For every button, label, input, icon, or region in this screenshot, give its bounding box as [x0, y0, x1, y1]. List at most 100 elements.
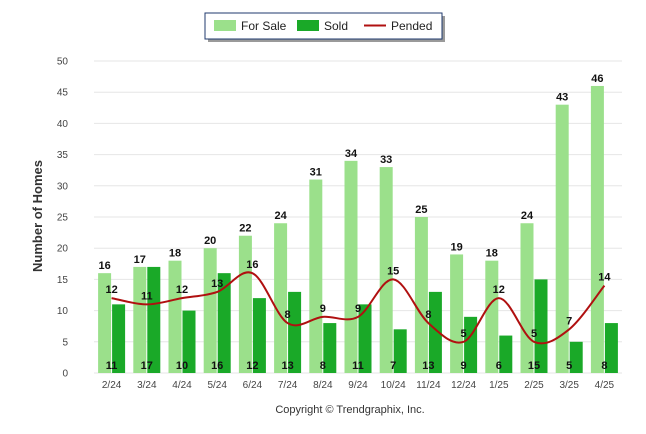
y-tick-label: 20	[57, 244, 69, 255]
x-tick-label: 2/24	[102, 380, 122, 391]
for-sale-value-label: 43	[556, 92, 568, 104]
bar-for-sale	[555, 104, 569, 374]
x-tick-label: 6/24	[243, 380, 263, 391]
sold-value-label: 6	[496, 360, 502, 372]
bar-for-sale	[485, 260, 499, 373]
bar-sold	[112, 304, 126, 373]
axis-layer: 0 5 10 15 20 25 30 35 40 45 50 2/24 3/24 4/24 5/24 6/24…	[57, 57, 615, 392]
legend-label-for-sale: For Sale	[241, 19, 287, 33]
pended-value-label: 12	[493, 284, 505, 296]
x-tick-label: 4/25	[595, 380, 615, 391]
for-sale-value-label: 18	[486, 248, 498, 260]
sold-value-label: 17	[141, 360, 153, 372]
for-sale-value-label: 16	[98, 260, 110, 272]
legend-box	[204, 12, 443, 40]
pended-value-label: 14	[598, 272, 611, 284]
legend-swatch-for-sale	[214, 20, 236, 31]
for-sale-value-label: 46	[591, 73, 603, 85]
pended-line-layer	[111, 271, 606, 345]
copyright-footer: Copyright © Trendgraphix, Inc.	[275, 404, 424, 416]
bars-layer	[98, 85, 618, 374]
y-tick-label: 25	[57, 213, 69, 224]
sold-value-label: 5	[566, 360, 572, 372]
y-tick-label: 50	[57, 57, 69, 68]
pended-value-label: 7	[566, 315, 572, 327]
bar-for-sale	[133, 266, 147, 373]
pended-value-label: 8	[285, 309, 291, 321]
bar-sold	[393, 329, 407, 373]
sold-value-label: 13	[422, 360, 434, 372]
bar-for-sale	[590, 85, 604, 374]
bar-sold	[499, 335, 513, 373]
y-tick-label: 35	[57, 150, 69, 161]
legend: For Sale Sold Pended	[204, 12, 445, 42]
pended-value-label: 16	[246, 259, 258, 271]
x-tick-label: 5/24	[207, 380, 227, 391]
bar-for-sale	[379, 167, 393, 373]
x-tick-label: 11/24	[416, 380, 441, 391]
pended-value-label: 9	[320, 303, 326, 315]
pended-line	[111, 271, 606, 345]
bar-for-sale	[168, 260, 182, 373]
bar-for-sale	[203, 248, 217, 373]
x-tick-label: 1/25	[489, 380, 509, 391]
bar-sold	[604, 323, 618, 373]
x-tick-label: 10/24	[381, 380, 406, 391]
bar-sold	[217, 273, 231, 373]
sold-value-label: 12	[246, 360, 258, 372]
bar-for-sale	[520, 223, 534, 373]
pended-value-label: 15	[387, 265, 399, 277]
pended-value-label: 11	[141, 290, 153, 302]
bar-for-sale	[238, 235, 252, 373]
bar-sold	[252, 298, 266, 373]
y-tick-label: 10	[57, 306, 69, 317]
y-tick-label: 0	[62, 369, 68, 380]
bar-for-sale	[98, 273, 112, 373]
bar-for-sale	[274, 223, 288, 373]
for-sale-value-label: 31	[310, 167, 322, 179]
x-tick-label: 3/25	[559, 380, 579, 391]
x-tick-label: 7/24	[278, 380, 298, 391]
sold-value-label: 16	[211, 360, 223, 372]
grid-layer	[94, 60, 622, 374]
for-sale-value-label: 25	[415, 204, 427, 216]
y-tick-label: 40	[57, 119, 69, 130]
pended-value-label: 5	[461, 328, 467, 340]
pended-value-label: 13	[211, 278, 223, 290]
y-tick-label: 30	[57, 181, 69, 192]
x-tick-label: 4/24	[172, 380, 192, 391]
bar-sold	[358, 304, 372, 373]
y-tick-label: 15	[57, 275, 69, 286]
sold-value-label: 13	[281, 360, 293, 372]
pended-value-label: 12	[105, 284, 117, 296]
for-sale-value-label: 19	[450, 241, 462, 253]
for-sale-value-label: 18	[169, 248, 181, 260]
legend-swatch-sold	[297, 20, 319, 31]
for-sale-value-label: 20	[204, 235, 216, 247]
sold-value-label: 11	[352, 360, 364, 372]
y-tick-label: 5	[62, 337, 68, 348]
pended-value-label: 5	[531, 328, 537, 340]
for-sale-value-label: 34	[345, 148, 358, 160]
bar-sold	[428, 291, 442, 373]
legend-label-pended: Pended	[391, 19, 432, 33]
bar-sold	[323, 323, 337, 373]
sold-value-label: 15	[528, 360, 540, 372]
sold-value-label: 11	[106, 360, 118, 372]
sold-value-label: 9	[461, 360, 467, 372]
x-tick-label: 3/24	[137, 380, 157, 391]
legend-label-sold: Sold	[324, 19, 348, 33]
data-labels-layer: 16 11 17 17 18 10 20 16 22 12 24 13 31 8 34 11 33 7 25 13 19…	[98, 73, 611, 372]
sold-value-label: 10	[176, 360, 188, 372]
bar-sold	[182, 310, 196, 373]
for-sale-value-label: 24	[521, 210, 534, 222]
x-tick-label: 2/25	[524, 380, 544, 391]
x-tick-label: 9/24	[348, 380, 368, 391]
for-sale-value-label: 22	[239, 223, 251, 235]
y-axis-title: Number of Homes	[30, 160, 45, 272]
bar-for-sale	[414, 217, 428, 373]
bar-sold	[569, 341, 583, 373]
for-sale-value-label: 17	[134, 254, 146, 266]
bar-sold	[147, 266, 161, 373]
